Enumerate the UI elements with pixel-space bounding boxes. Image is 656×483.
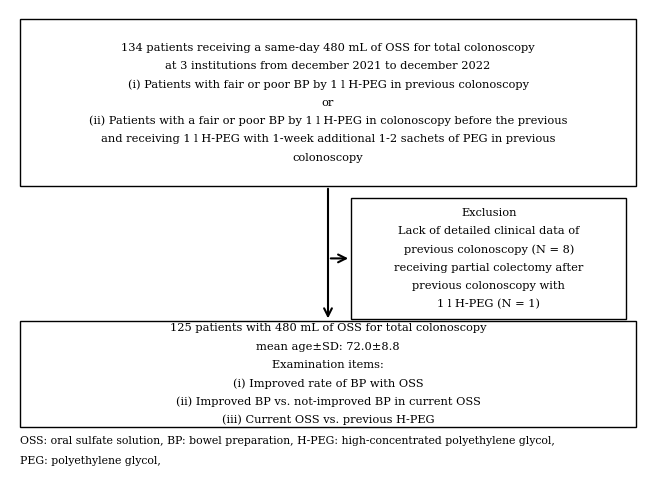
Text: Lack of detailed clinical data of: Lack of detailed clinical data of [398, 226, 579, 236]
Text: (ii) Patients with a fair or poor BP by 1 l H-PEG in colonoscopy before the prev: (ii) Patients with a fair or poor BP by … [89, 116, 567, 126]
Text: PEG: polyethylene glycol,: PEG: polyethylene glycol, [20, 456, 161, 467]
Text: 134 patients receiving a same-day 480 mL of OSS for total colonoscopy: 134 patients receiving a same-day 480 mL… [121, 43, 535, 53]
Text: (i) Improved rate of BP with OSS: (i) Improved rate of BP with OSS [233, 378, 423, 389]
Text: previous colonoscopy (N = 8): previous colonoscopy (N = 8) [403, 244, 574, 255]
Bar [20, 19, 636, 186]
Text: (iii) Current OSS vs. previous H-PEG: (iii) Current OSS vs. previous H-PEG [222, 415, 434, 426]
Text: colonoscopy: colonoscopy [293, 153, 363, 163]
Text: receiving partial colectomy after: receiving partial colectomy after [394, 263, 583, 272]
Text: (i) Patients with fair or poor BP by 1 l H-PEG in previous colonoscopy: (i) Patients with fair or poor BP by 1 l… [127, 79, 529, 89]
Text: previous colonoscopy with: previous colonoscopy with [412, 281, 565, 291]
Text: and receiving 1 l H-PEG with 1-week additional 1-2 sachets of PEG in previous: and receiving 1 l H-PEG with 1-week addi… [101, 134, 555, 144]
Text: at 3 institutions from december 2021 to december 2022: at 3 institutions from december 2021 to … [165, 61, 491, 71]
Text: 1 l H-PEG (N = 1): 1 l H-PEG (N = 1) [437, 299, 541, 310]
Text: Examination items:: Examination items: [272, 360, 384, 370]
Text: (ii) Improved BP vs. not-improved BP in current OSS: (ii) Improved BP vs. not-improved BP in … [176, 397, 480, 407]
Text: 125 patients with 480 mL of OSS for total colonoscopy: 125 patients with 480 mL of OSS for tota… [170, 324, 486, 333]
Text: OSS: oral sulfate solution, BP: bowel preparation, H-PEG: high-concentrated poly: OSS: oral sulfate solution, BP: bowel pr… [20, 436, 554, 446]
Text: or: or [322, 98, 334, 108]
Text: Exclusion: Exclusion [461, 208, 516, 217]
Text: mean age±SD: 72.0±8.8: mean age±SD: 72.0±8.8 [256, 342, 400, 352]
Bar [351, 198, 626, 319]
Bar [20, 321, 636, 427]
